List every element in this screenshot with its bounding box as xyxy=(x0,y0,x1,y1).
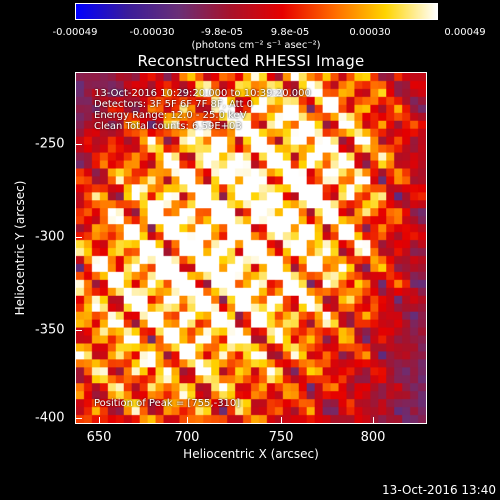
y-tick-label: -300 xyxy=(35,229,65,245)
y-tick-mark xyxy=(75,330,82,331)
timestamp: 13-Oct-2016 13:40 xyxy=(382,483,496,497)
x-tick-mark xyxy=(99,417,100,424)
x-tick-mark xyxy=(373,417,374,424)
annotation-peak: Position of Peak = [755,-310] xyxy=(94,398,241,409)
colorbar-label: -0.00049 xyxy=(52,27,98,38)
y-tick-label: -350 xyxy=(35,322,65,338)
plot-title: Reconstructed RHESSI Image xyxy=(137,52,365,70)
heatmap-image xyxy=(76,73,426,423)
annotation-detectors: Detectors: 3F 5F 6F 7F 8F, Att 0 xyxy=(94,99,254,110)
x-tick-label: 800 xyxy=(360,430,386,445)
plot-area: 13-Oct-2016 10:29:20.000 to 10:39:20.000… xyxy=(75,72,427,424)
annotation-clean: Clean Total counts: 6.59E+03 xyxy=(94,121,242,132)
colorbar-label: 9.8e-05 xyxy=(270,27,310,38)
y-tick-mark xyxy=(75,237,82,238)
x-tick-label: 750 xyxy=(268,430,294,445)
colorbar-label: 0.00030 xyxy=(349,27,391,38)
y-tick-label: -400 xyxy=(35,410,65,426)
x-tick-mark xyxy=(187,417,188,424)
colorbar-label: 0.00049 xyxy=(444,27,486,38)
colorbar-label: -0.00030 xyxy=(129,27,175,38)
colorbar-label: -9.8e-05 xyxy=(201,27,243,38)
y-tick-mark xyxy=(75,418,82,419)
x-tick-mark xyxy=(281,417,282,424)
y-tick-mark xyxy=(75,144,82,145)
annotation-time-range: 13-Oct-2016 10:29:20.000 to 10:39:20.000 xyxy=(94,88,311,99)
colorbar xyxy=(75,3,438,20)
annotation-energy: Energy Range: 12.0 - 25.0 keV xyxy=(94,110,247,121)
x-tick-label: 650 xyxy=(86,430,112,445)
colorbar-units: (photons cm⁻² s⁻¹ asec⁻²) xyxy=(191,40,321,51)
y-axis-label: Heliocentric Y (arcsec) xyxy=(13,180,27,316)
x-axis-label: Heliocentric X (arcsec) xyxy=(183,447,319,461)
x-tick-label: 700 xyxy=(174,430,200,445)
y-tick-label: -250 xyxy=(35,136,65,152)
